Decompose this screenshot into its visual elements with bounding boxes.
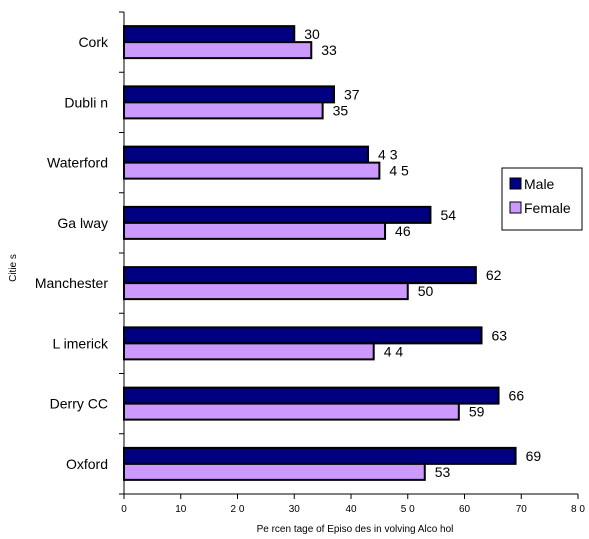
x-tick-label: 5 0 [401, 504, 415, 515]
data-label-female: 53 [435, 464, 451, 480]
bar-female [123, 342, 375, 361]
data-label-male: 4 3 [378, 147, 398, 163]
x-tick-label: 30 [289, 504, 301, 515]
data-label-female: 33 [321, 42, 337, 58]
bar-female [123, 41, 313, 60]
bar-male [123, 25, 296, 44]
bar-female [123, 101, 324, 120]
data-label-male: 63 [492, 327, 508, 343]
data-label-female: 46 [395, 223, 411, 239]
category-labels-group: Cork Dubli n Waterford Ga lway Manchester L i… [35, 34, 109, 472]
data-label-female: 4 4 [384, 343, 404, 359]
data-label-male: 30 [304, 26, 320, 42]
bar-female [123, 402, 460, 421]
category-label: Ga lway [57, 215, 108, 231]
bar-female [123, 462, 426, 481]
data-label-female: 59 [469, 404, 485, 420]
category-label: L imerick [53, 335, 109, 351]
category-label: Oxford [66, 456, 108, 472]
bar-male [123, 85, 335, 104]
category-label: Manchester [35, 275, 108, 291]
bar-male [123, 446, 517, 465]
category-label: Derry CC [50, 396, 108, 412]
legend-label-male: Male [524, 176, 555, 192]
bars-group [123, 25, 517, 481]
bar-male [123, 386, 500, 405]
data-label-male: 54 [440, 207, 456, 223]
legend-label-female: Female [524, 200, 571, 216]
bar-male [123, 205, 432, 224]
data-label-female: 4 5 [389, 163, 409, 179]
data-label-female: 50 [418, 283, 434, 299]
category-label: Waterford [47, 155, 108, 171]
x-tick-label: 40 [345, 504, 357, 515]
bar-male [123, 266, 477, 285]
x-axis-title: Pe rcen tage of Episo des in volving Alc… [257, 524, 454, 535]
category-label: Dubli n [64, 94, 108, 110]
data-label-male: 37 [344, 86, 360, 102]
data-label-male: 69 [526, 448, 542, 464]
x-tick-label: 70 [516, 504, 528, 515]
x-ticks-group: 0 10 2 0 30 40 5 0 60 70 8 0 [119, 11, 585, 515]
x-tick-label: 60 [459, 504, 471, 515]
data-label-female: 35 [333, 102, 349, 118]
bar-female [123, 282, 409, 301]
legend-swatch-female [509, 201, 522, 214]
bar-female [123, 161, 381, 180]
data-label-male: 62 [486, 267, 502, 283]
category-label: Cork [78, 34, 109, 50]
axes-group [123, 12, 578, 495]
x-tick-label: 8 0 [571, 504, 585, 515]
data-label-male: 66 [509, 388, 525, 404]
legend: Male Female [501, 167, 583, 231]
x-tick-label: 10 [175, 504, 187, 515]
bar-male [123, 326, 483, 345]
bar-male [123, 145, 370, 164]
x-tick-label: 0 [121, 504, 127, 515]
bar-female [123, 221, 387, 240]
y-axis-title: Citie s [8, 254, 19, 282]
legend-swatch-male [509, 177, 522, 190]
x-tick-label: 2 0 [231, 504, 245, 515]
